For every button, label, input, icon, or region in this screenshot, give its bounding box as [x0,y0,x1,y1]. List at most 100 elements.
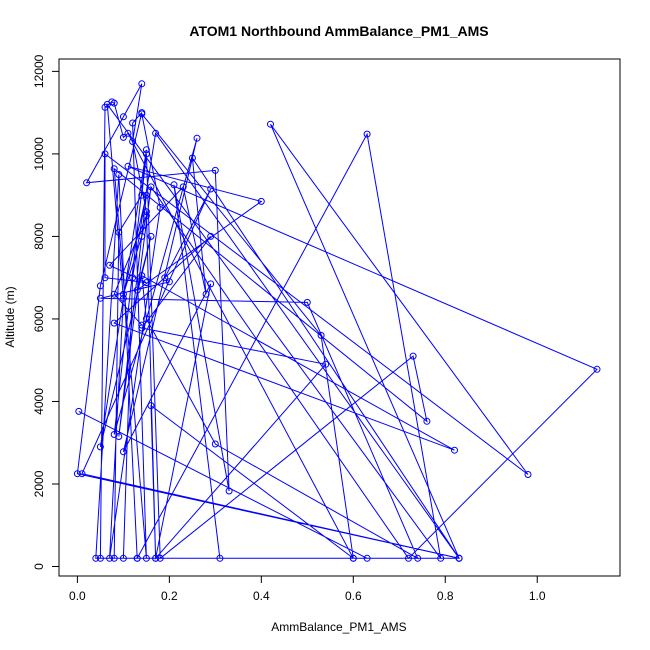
data-point [211,440,219,448]
data-point [165,278,173,286]
data-point [110,99,118,107]
data-point [303,298,311,306]
x-axis-label: AmmBalance_PM1_AMS [271,620,406,634]
data-point [142,554,150,562]
data-point [257,197,265,205]
data-point [96,554,104,562]
data-point [129,138,137,145]
data-point [110,165,118,173]
data-point [138,109,146,117]
data-point [152,554,160,562]
y-tick-label: 10000 [32,137,46,171]
y-tick-label: 8000 [32,223,46,250]
data-point [106,261,114,269]
data-point [349,554,357,562]
data-point [96,282,104,290]
data-point [593,365,601,373]
data-point [142,279,150,287]
data-point [147,402,155,410]
y-tick-label: 0 [32,563,46,570]
data-point [142,208,150,216]
y-tick-label: 2000 [32,470,46,497]
data-point [115,228,123,236]
data-point [110,290,118,298]
data-point [110,431,118,438]
data-point [267,120,274,128]
data-point [207,185,215,193]
data-point [129,274,137,282]
plot-area [73,80,601,562]
data-point [138,321,146,329]
data-point [133,554,141,562]
data-point [142,212,150,220]
data-point [451,446,458,454]
data-point [152,129,160,137]
data-point [138,272,146,280]
data-point [101,150,109,158]
data-point [193,134,201,142]
y-tick-label: 12000 [32,54,46,88]
data-point [138,324,146,332]
data-point [142,315,150,323]
x-tick-label: 0.6 [345,589,362,603]
data-point [405,554,412,562]
data-point [129,119,137,127]
y-tick-label: 4000 [32,388,46,415]
data-point [110,319,118,327]
data-point [101,274,109,282]
data-point [115,171,123,178]
data-point [170,181,178,189]
data-point [138,232,146,240]
x-axis: 0.0 0.2 0.4 0.6 0.8 1.0 [69,575,546,603]
data-point [161,274,169,282]
data-point [147,232,155,240]
y-axis-label: Altitude (m) [3,286,17,347]
data-point [437,554,445,562]
x-tick-label: 1.0 [529,589,546,603]
data-point [124,129,132,137]
data-point [216,554,224,562]
data-point [96,294,104,302]
data-point [524,471,532,478]
x-tick-label: 0.2 [161,589,178,603]
data-point [106,554,114,562]
data-point [119,133,127,141]
data-point [211,166,219,174]
data-point [207,232,215,240]
data-point [138,80,146,88]
data-point [363,130,371,138]
data-point [363,554,371,562]
data-point [138,191,146,199]
data-point [83,179,91,187]
data-point [110,554,118,562]
data-point [142,191,150,199]
data-point [156,554,164,562]
data-point [133,286,141,294]
data-point [92,554,100,562]
data-point [73,470,81,478]
data-point [119,113,127,121]
data-point [147,183,155,191]
y-axis: 0 2000 4000 6000 8000 10000 12000 [32,54,60,570]
data-point [103,100,111,108]
data-point [75,407,83,415]
data-point [202,290,210,298]
data-point [119,554,127,562]
data-point [179,183,187,191]
data-point [96,443,104,451]
data-point [455,554,463,562]
data-point [188,154,196,162]
data-point [207,280,215,288]
data-point [414,554,422,562]
data-point [409,352,417,360]
data-point [119,290,127,298]
data-point [142,150,150,158]
data-point [322,360,330,368]
data-point [124,162,132,170]
data-point [225,487,233,495]
x-tick-label: 0.4 [253,589,270,603]
data-point [317,331,325,339]
series-line [76,83,598,561]
data-point [156,204,164,211]
